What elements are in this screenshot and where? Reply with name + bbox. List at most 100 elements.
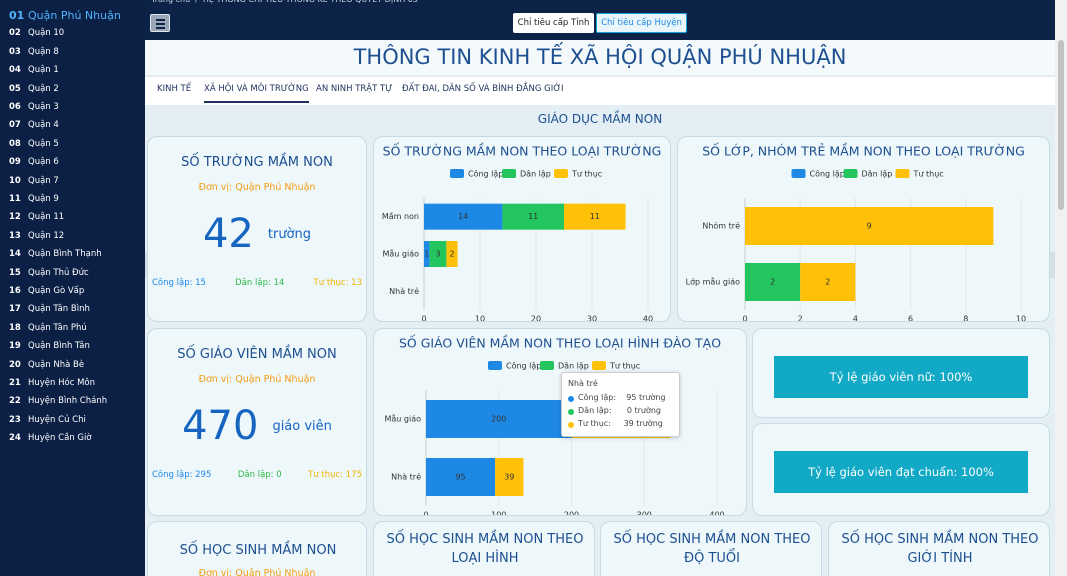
bottom-card-title: SỐ HỌC SINH MẦM NON THEO LOẠI HÌNH <box>386 532 584 566</box>
item-number: 12 <box>9 212 21 223</box>
legend-label: Tư thục <box>571 170 602 180</box>
section-title: GIÁO DỤC MẦM NON <box>537 112 663 126</box>
sidebar-item[interactable]: 15 Quận Thủ Đức <box>0 268 145 284</box>
item-label: Quận 5 <box>28 138 59 149</box>
sidebar-item[interactable]: 16 Quận Gò Vấp <box>0 286 145 302</box>
sidebar-item[interactable]: 21 Huyện Hóc Môn <box>0 378 145 394</box>
stat-breakdown-item: Công lập: 295 <box>152 470 212 480</box>
sidebar: 01 Quận Phú Nhuận 02 Quận 10 03 Quận 8 04 Quận … <box>0 0 145 576</box>
sidebar-item[interactable]: 03 Quận 8 <box>0 47 145 63</box>
level-button-active[interactable]: Chỉ tiêu cấp Huyện <box>596 13 687 33</box>
item-label: Quận 2 <box>28 83 59 94</box>
legend-label: Dân lập <box>520 170 551 180</box>
chart: SỐ LỚP, NHÓM TRẺ MẦM NON THEO LOẠI TRƯỜN… <box>686 143 1026 323</box>
sidebar-item[interactable]: 24 Huyện Cần Giờ <box>0 433 145 449</box>
legend-swatch <box>895 169 910 178</box>
bar-segment <box>495 458 524 496</box>
tooltip-line: Công lập: 95 trường <box>578 393 666 402</box>
bar-value-label: 14 <box>458 212 468 221</box>
item-label: Quận 7 <box>28 175 59 186</box>
bar-value-label: 2 <box>770 278 775 287</box>
legend-label: Công lập <box>468 169 503 180</box>
stat-unit: Đơn vị: Quận Phú Nhuận <box>198 374 316 385</box>
sidebar-item[interactable]: 01 Quận Phú Nhuận <box>0 9 145 25</box>
menu-icon-line <box>156 23 165 25</box>
sidebar-item[interactable]: 02 Quận 10 <box>0 28 145 44</box>
item-label: Quận 12 <box>28 230 65 241</box>
tab-active[interactable]: XÃ HỘI VÀ MÔI TRƯỜNG <box>204 84 309 103</box>
sidebar-item[interactable]: 19 Quận Bình Tân <box>0 341 145 357</box>
item-number: 16 <box>9 286 21 296</box>
stat-title: SỐ GIÁO VIÊN MẦM NON <box>177 347 337 362</box>
sidebar-item[interactable]: 22 Huyện Bình Chánh <box>0 396 145 412</box>
y-tick-label: Lớp mẫu giáo <box>686 277 740 287</box>
item-label: Quận Thủ Đức <box>28 267 89 278</box>
tab[interactable]: AN NINH TRẬT TỰ <box>316 84 393 94</box>
item-label: Quận Phú Nhuận <box>28 9 121 22</box>
x-tick-label: 0 <box>423 511 428 517</box>
x-tick-label: 40 <box>643 315 653 323</box>
sidebar-item[interactable]: 20 Quận Nhà Bè <box>0 360 145 376</box>
x-tick-label: 8 <box>963 315 968 323</box>
level-button[interactable]: Chỉ tiêu cấp Tỉnh <box>513 13 594 33</box>
bar-segment <box>564 203 626 230</box>
ratio-card: Tỷ lệ giáo viên nữ: 100% <box>752 328 1050 418</box>
legend-label: Dân lập <box>862 170 893 180</box>
item-number: 15 <box>9 267 21 278</box>
tab[interactable]: KINH TẾ <box>157 84 192 94</box>
breadcrumb-current: HỆ THỐNG CHỈ TIÊU THỐNG KÊ THEO QUYẾT ĐỊ… <box>203 0 418 4</box>
stat-breakdown-item: Tư thục: 175 <box>308 470 362 480</box>
y-tick-label: Mầm non <box>382 211 419 221</box>
item-label: Huyện Cần Giờ <box>28 433 92 444</box>
bar-segment <box>426 400 572 438</box>
bar-value-label: 3 <box>435 250 440 259</box>
main: Trang chủ / HỆ THỐNG CHỈ TIÊU THỐNG KÊ THE… <box>145 0 1055 576</box>
sidebar-item[interactable]: 08 Quận 5 <box>0 139 145 155</box>
sidebar-item[interactable]: 12 Quận 11 <box>0 212 145 228</box>
stat-unit: Đơn vị: Quận Phú Nhuận <box>198 182 316 193</box>
item-label: Quận 11 <box>28 212 65 223</box>
sidebar-item[interactable]: 07 Quận 4 <box>0 120 145 136</box>
item-number: 20 <box>9 359 21 370</box>
sidebar-item[interactable]: 10 Quận 7 <box>0 176 145 192</box>
bar-value-label: 200 <box>491 415 506 424</box>
x-tick-label: 300 <box>637 511 652 517</box>
sidebar-item[interactable]: 18 Quận Tân Phú <box>0 323 145 339</box>
y-tick-label: Mẫu giáo <box>382 249 419 259</box>
menu-button[interactable] <box>150 14 170 32</box>
sidebar-item[interactable]: 11 Quận 9 <box>0 194 145 210</box>
x-tick-label: 20 <box>531 315 541 323</box>
item-number: 02 <box>9 28 21 39</box>
stat-card: SỐ TRƯỜNG MẦM NON Đơn vị: Quận Phú Nhuận 4… <box>147 136 367 322</box>
sidebar-item[interactable]: 14 Quận Bình Thạnh <box>0 249 145 265</box>
bar-segment <box>800 263 856 301</box>
breadcrumb: Trang chủ / HỆ THỐNG CHỈ TIÊU THỐNG KÊ THE… <box>151 0 418 7</box>
x-tick-label: 400 <box>709 511 724 517</box>
sidebar-item[interactable]: 06 Quận 3 <box>0 102 145 118</box>
item-label: Quận Gò Vấp <box>28 286 85 296</box>
tooltip-dot <box>568 409 574 415</box>
sidebar-item[interactable]: 05 Quận 2 <box>0 84 145 100</box>
item-label: Quận Bình Thạnh <box>28 249 102 260</box>
item-label: Huyện Hóc Môn <box>28 378 96 388</box>
bar-value-label: 2 <box>449 250 454 259</box>
y-tick-label: Nhà trẻ <box>391 472 421 482</box>
item-number: 07 <box>9 120 21 131</box>
sidebar-item[interactable]: 13 Quận 12 <box>0 231 145 247</box>
bar-value-label: 39 <box>504 473 514 482</box>
sidebar-item[interactable]: 04 Quận 1 <box>0 65 145 81</box>
sidebar-item[interactable]: 17 Quận Tân Bình <box>0 304 145 320</box>
chart-card: SỐ GIÁO VIÊN MẦM NON THEO LOẠI HÌNH ĐÀO … <box>373 328 747 516</box>
item-number: 13 <box>9 230 21 241</box>
tab[interactable]: ĐẤT ĐAI, DÂN SỐ VÀ BÌNH ĐẲNG GIỚI <box>402 84 564 94</box>
sidebar-item[interactable]: 23 Huyện Củ Chi <box>0 415 145 431</box>
tooltip-line: Dân lập: 0 trường <box>578 406 662 415</box>
item-number: 17 <box>9 304 21 315</box>
item-label: Huyện Bình Chánh <box>28 396 108 407</box>
sidebar-item[interactable]: 09 Quận 6 <box>0 157 145 173</box>
legend-label: Công lập <box>810 169 845 180</box>
stat-title: SỐ TRƯỜNG MẦM NON <box>181 155 333 170</box>
tab-bar: KINH TẾ XÃ HỘI VÀ MÔI TRƯỜNG AN NINH TRẬT … <box>145 77 1055 105</box>
breadcrumb-home[interactable]: Trang chủ <box>151 0 190 4</box>
